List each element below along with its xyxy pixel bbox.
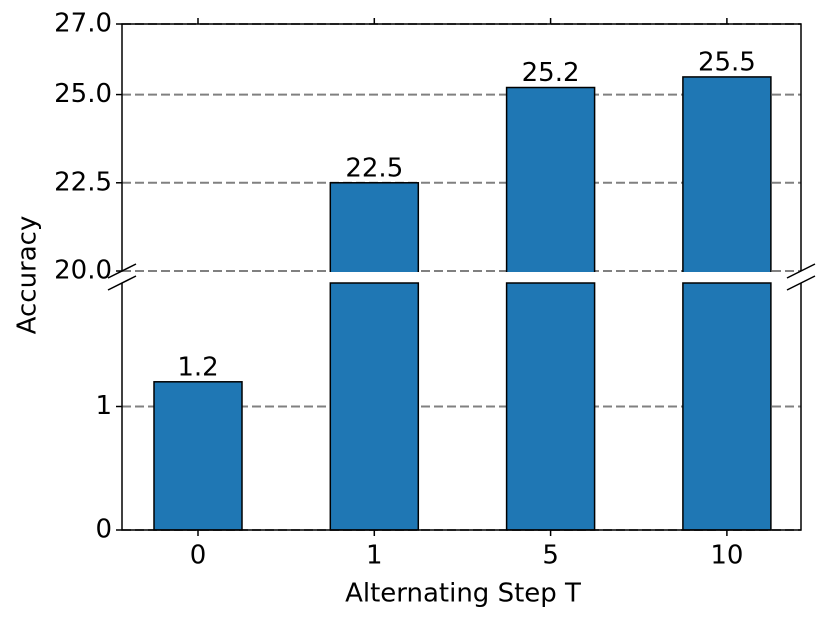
break-mark: [107, 263, 137, 279]
x-axis-label: Alternating Step T: [345, 579, 581, 609]
y-tick-label: 25.0: [54, 79, 112, 109]
break-mark: [107, 275, 137, 291]
bar: [682, 76, 772, 274]
y-tick-label: 0: [95, 515, 112, 545]
value-label: 25.5: [698, 47, 756, 77]
bar: [505, 86, 596, 274]
y-tick-label: 27.0: [54, 9, 112, 39]
y-tick-label: 20.0: [54, 256, 112, 286]
break-mark: [786, 263, 816, 279]
bar: [505, 282, 596, 531]
upper-spine: [121, 23, 802, 271]
axis-break-gap: [121, 272, 802, 282]
break-mark: [786, 275, 816, 291]
y-axis-label: Accuracy: [13, 216, 43, 335]
y-tick-label: 22.5: [54, 167, 112, 197]
value-label: 22.5: [345, 153, 403, 183]
x-tick-label: 1: [366, 541, 383, 571]
bar: [153, 381, 243, 531]
bar: [682, 282, 772, 531]
bar: [329, 282, 420, 531]
bar: [329, 182, 420, 274]
y-tick-label: 1: [95, 391, 112, 421]
x-tick-label: 5: [542, 541, 559, 571]
value-label: 1.2: [177, 352, 218, 382]
lower-spine: [121, 283, 802, 531]
value-label: 25.2: [522, 58, 580, 88]
x-tick-label: 0: [190, 541, 207, 571]
x-tick-label: 10: [710, 541, 743, 571]
